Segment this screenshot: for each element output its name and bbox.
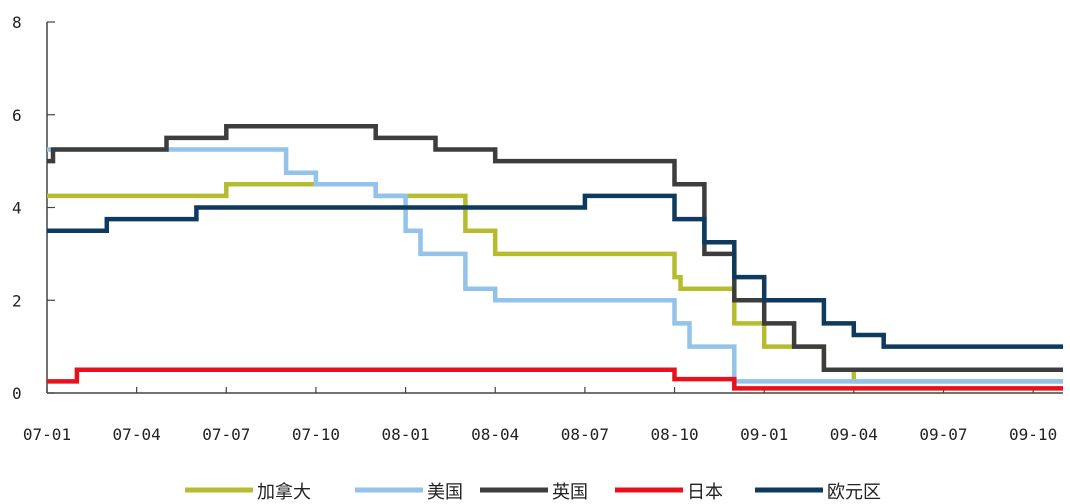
x-tick-label: 09-10 — [1009, 425, 1057, 444]
series-line-3 — [47, 367, 1063, 391]
legend-label: 加拿大 — [257, 481, 311, 503]
x-tick-label: 07-07 — [202, 425, 250, 444]
legend-label: 日本 — [687, 482, 723, 503]
y-tick-label: 6 — [12, 106, 22, 125]
series-line-4 — [47, 193, 1063, 349]
y-tick-label: 2 — [12, 291, 22, 310]
x-tick-label: 07-01 — [23, 425, 71, 444]
x-tick-label: 09-07 — [919, 425, 967, 444]
x-tick-label: 07-10 — [292, 425, 340, 444]
legend-label: 欧元区 — [827, 482, 881, 503]
series-line-2 — [47, 124, 1063, 373]
x-tick-label: 08-04 — [471, 425, 519, 444]
x-tick-label: 07-04 — [113, 425, 161, 444]
legend-label: 英国 — [552, 482, 588, 503]
series-line-1 — [47, 147, 1063, 384]
x-tick-label: 09-01 — [740, 425, 788, 444]
chart-legend: 加拿大 美国 英国 日本 欧元区 — [185, 481, 881, 503]
series-line-0 — [47, 182, 1063, 384]
y-tick-label: 0 — [12, 384, 22, 403]
x-tick-label: 08-07 — [561, 425, 609, 444]
x-tick-label: 09-04 — [830, 425, 878, 444]
chart-axes: 0 2 4 6 8 07-01 07-04 07-07 07-10 08-01 08-04 08-07… — [12, 13, 1063, 444]
legend-label: 美国 — [427, 482, 463, 503]
x-tick-label: 08-01 — [382, 425, 430, 444]
chart-series-layer — [47, 124, 1063, 391]
x-tick-label: 08-10 — [650, 425, 698, 444]
y-tick-label: 4 — [12, 199, 22, 218]
y-tick-label: 8 — [12, 13, 22, 32]
